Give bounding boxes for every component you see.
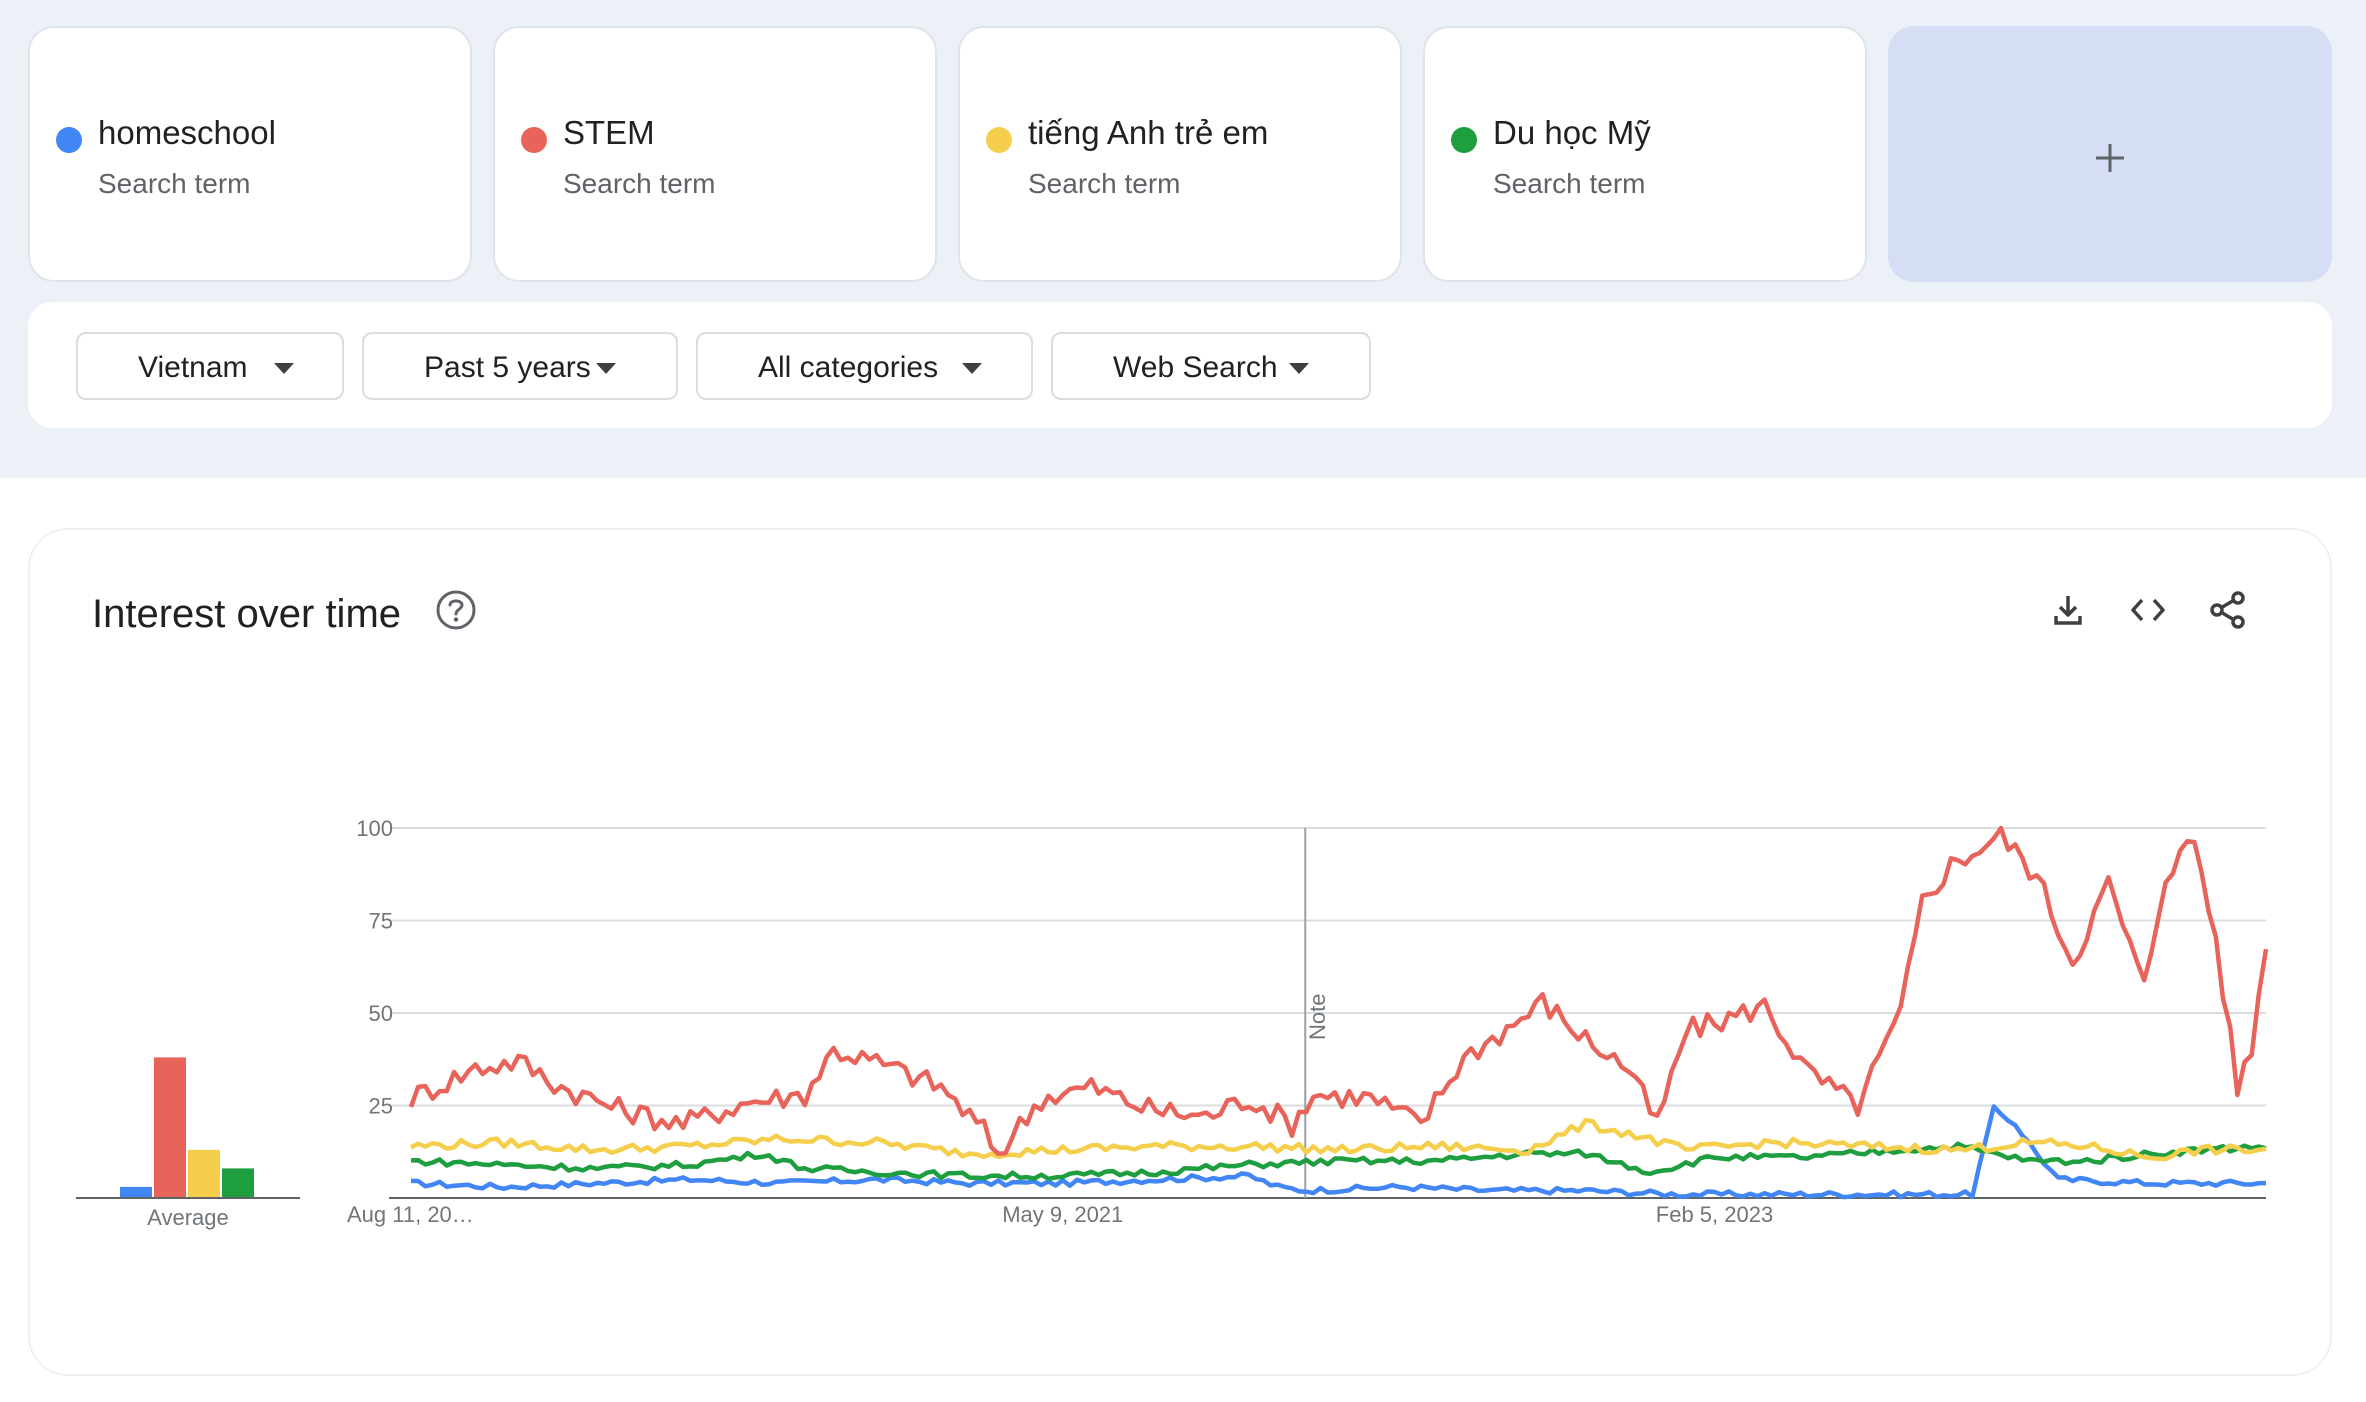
x-axis-labels: Aug 11, 20… May 9, 2021 Feb 5, 2023 (347, 1202, 1773, 1227)
term-name[interactable]: STEM (563, 114, 655, 151)
chevron-down-icon (596, 363, 616, 374)
series-line-4 (410, 1141, 2267, 1182)
share-icon[interactable] (2204, 586, 2252, 634)
chart-note[interactable]: Note (1304, 828, 1330, 1198)
category-select[interactable]: All categories (696, 332, 1033, 400)
region-select[interactable]: Vietnam (76, 332, 344, 400)
average-bar (154, 1057, 186, 1198)
category-label: All categories (758, 351, 939, 384)
add-term-button[interactable] (1888, 26, 2332, 282)
series-line-1 (410, 1104, 2267, 1200)
x-tick-label: Feb 5, 2023 (1656, 1202, 1773, 1227)
time-range-select[interactable]: Past 5 years (362, 332, 678, 400)
help-icon[interactable] (434, 588, 478, 632)
plus-icon (2096, 144, 2124, 172)
term-card-homeschool[interactable]: homeschool Search term (28, 26, 472, 282)
series-line-2 (408, 825, 2269, 1157)
chevron-down-icon (274, 363, 294, 374)
series-color-dot (986, 127, 1012, 153)
term-card-du-hoc-my[interactable]: Du học Mỹ Search term (1423, 26, 1867, 282)
x-tick-label: Aug 11, 20… (347, 1202, 474, 1227)
term-subtitle: Search term (1493, 168, 1646, 199)
time-range-label: Past 5 years (424, 351, 591, 384)
y-tick-label: 75 (369, 909, 393, 934)
chevron-down-icon (1289, 363, 1309, 374)
download-icon[interactable] (2044, 586, 2092, 634)
term-card-stem[interactable]: STEM Search term (493, 26, 937, 282)
series-lines (408, 825, 2269, 1200)
term-subtitle: Search term (563, 168, 716, 199)
average-bars: Average (76, 1057, 300, 1230)
x-tick-label: May 9, 2021 (1002, 1202, 1123, 1227)
average-bar (222, 1168, 254, 1198)
average-label: Average (147, 1205, 229, 1230)
y-tick-label: 50 (369, 1001, 393, 1026)
term-name[interactable]: tiếng Anh trẻ em (1028, 114, 1269, 151)
y-axis-labels: 100 75 50 25 (356, 816, 393, 1119)
term-card-tieng-anh-tre-em[interactable]: tiếng Anh trẻ em Search term (958, 26, 1402, 282)
filter-bar: Vietnam Past 5 years All categories Web … (28, 302, 2332, 428)
series-color-dot (56, 127, 82, 153)
series-color-dot (521, 127, 547, 153)
panel-title: Interest over time (92, 592, 402, 636)
y-tick-label: 100 (356, 816, 393, 841)
interest-over-time-panel: Interest over time (28, 528, 2332, 1376)
term-name[interactable]: Du học Mỹ (1493, 114, 1651, 151)
chart-grid (389, 827, 2266, 1199)
y-tick-label: 25 (369, 1094, 393, 1119)
average-bar (188, 1149, 220, 1198)
region-label: Vietnam (138, 351, 248, 384)
average-bar (120, 1186, 152, 1198)
term-subtitle: Search term (98, 168, 251, 199)
series-line-3 (409, 1117, 2267, 1162)
note-label[interactable]: Note (1305, 994, 1330, 1040)
series-color-dot (1451, 127, 1477, 153)
chevron-down-icon (962, 363, 982, 374)
search-property-label: Web Search (1113, 351, 1278, 384)
search-property-select[interactable]: Web Search (1051, 332, 1371, 400)
embed-code-icon[interactable] (2124, 586, 2172, 634)
term-name[interactable]: homeschool (98, 114, 276, 151)
term-subtitle: Search term (1028, 168, 1181, 199)
